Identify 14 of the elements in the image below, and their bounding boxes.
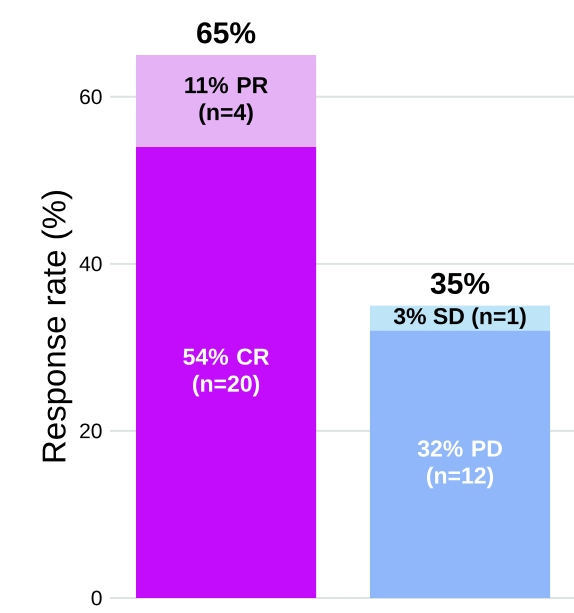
total-label: 65% — [197, 22, 256, 44]
y-tick-label: 20 — [80, 423, 102, 438]
data-label: 3% SD (n=1) — [394, 307, 526, 329]
bar — [370, 330, 550, 598]
bar — [136, 55, 316, 147]
y-tick-label: 60 — [80, 89, 102, 104]
total-label: 35% — [430, 272, 490, 294]
y-axis-title: Response rate (%) — [41, 191, 72, 462]
y-tick-label: 40 — [80, 256, 102, 272]
bar — [136, 146, 316, 598]
data-label: 54% CR (n=20) — [183, 348, 270, 396]
data-label: 11% PR (n=4) — [185, 77, 268, 125]
data-label: 32% PD (n=12) — [418, 440, 502, 488]
y-tick-label: 0 — [92, 590, 102, 606]
